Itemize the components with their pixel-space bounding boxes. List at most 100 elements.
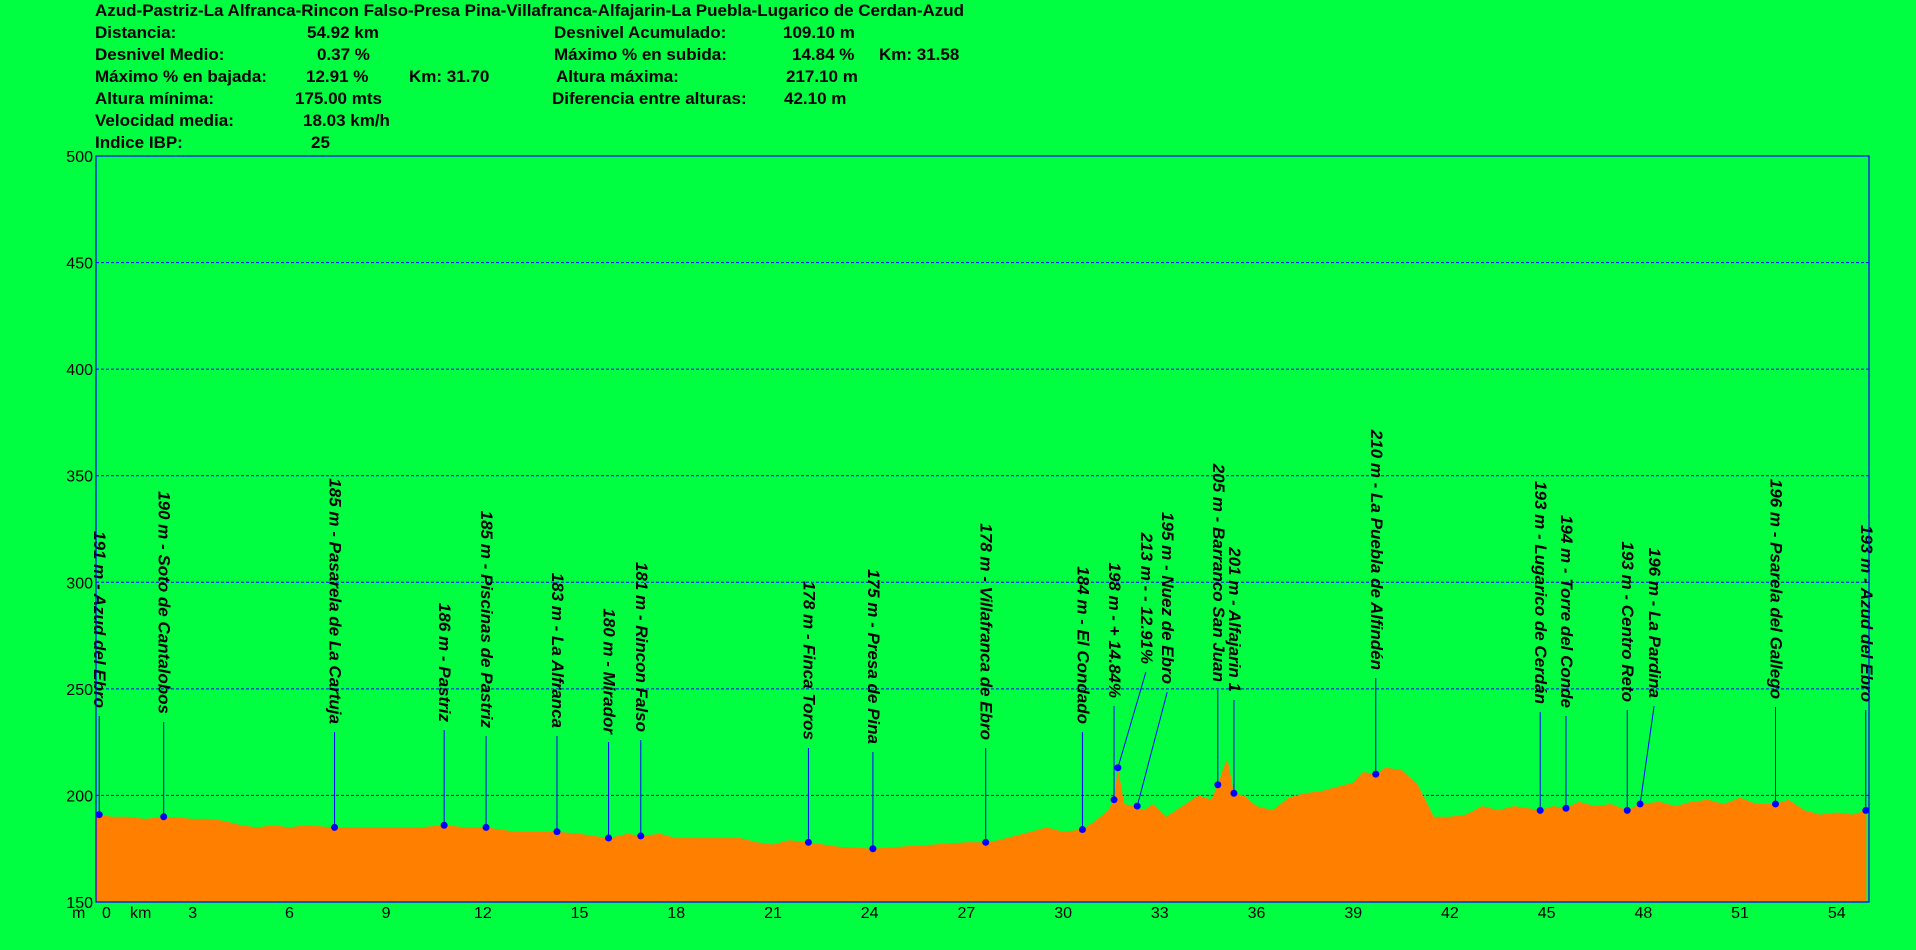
waypoint-marker xyxy=(1536,806,1544,814)
waypoint-label: 195 m - Nuez de Ebro xyxy=(1158,512,1177,684)
y-unit-label: m xyxy=(72,905,85,922)
max-subida-km: Km: 31.58 xyxy=(879,45,960,64)
waypoint-label: 194 m - Torre del Conde xyxy=(1557,515,1576,708)
waypoint-label: 196 m - La Pardina xyxy=(1645,548,1664,698)
x-tick-label: 51 xyxy=(1731,905,1749,922)
waypoint-marker xyxy=(637,832,645,840)
x-tick-label: 36 xyxy=(1248,905,1266,922)
waypoint-label: 205 m - Barranco San Juan xyxy=(1209,463,1228,682)
waypoint-marker xyxy=(1772,800,1780,808)
waypoint-marker xyxy=(1078,826,1086,834)
y-tick-label: 300 xyxy=(66,575,93,592)
waypoint-label: 193 m - Lugarico de Cerdán xyxy=(1531,481,1550,704)
x-tick-label: 54 xyxy=(1828,905,1846,922)
y-tick-label: 450 xyxy=(66,256,93,273)
altura-minima-value: 175.00 mts xyxy=(295,89,382,108)
waypoint-marker xyxy=(1230,789,1238,797)
desnivel-medio-value: 0.37 % xyxy=(317,45,370,64)
diferencia-label: Diferencia entre alturas: xyxy=(552,89,747,108)
waypoint-marker xyxy=(1372,770,1380,778)
waypoint-label: 175 m - Presa de Pina xyxy=(864,569,883,744)
y-axis-ticks: 150 200 250 300 350 400 450 500 xyxy=(66,149,93,912)
waypoint-marker xyxy=(331,823,339,831)
desnivel-acum-label: Desnivel Acumulado: xyxy=(554,23,727,42)
waypoint-marker xyxy=(553,828,561,836)
waypoint-label: 183 m - La Alfranca xyxy=(548,573,567,728)
x-tick-label: 6 xyxy=(285,905,294,922)
waypoint-label: 193 m - Azud del Ebro xyxy=(1857,525,1876,702)
waypoint-label: 210 m - La Puebla de Alfindén xyxy=(1367,429,1386,670)
waypoint-marker xyxy=(160,813,168,821)
waypoint-label: 185 m - Pasarela de La Cartuja xyxy=(326,478,345,724)
x-tick-label: 21 xyxy=(764,905,782,922)
waypoint-marker xyxy=(440,821,448,829)
altura-maxima-label: Altura máxima: xyxy=(556,67,679,86)
waypoint-marker xyxy=(1636,800,1644,808)
waypoint-label: 180 m - Mirador xyxy=(600,608,619,735)
x-tick-label: 24 xyxy=(861,905,879,922)
waypoint-marker xyxy=(1214,781,1222,789)
waypoint-leader xyxy=(1136,691,1168,807)
x-tick-label: 9 xyxy=(382,905,391,922)
x-tick-label: 39 xyxy=(1344,905,1362,922)
x-tick-label: 42 xyxy=(1441,905,1459,922)
waypoint-leader xyxy=(1117,671,1147,768)
plot-frame xyxy=(95,155,1870,903)
waypoint-label: 181 m - Rincon Falso xyxy=(632,562,651,732)
waypoint-label: 191 m - Azud del Ebro xyxy=(90,531,109,708)
waypoint-marker xyxy=(1133,802,1141,810)
x-tick-label: 18 xyxy=(667,905,685,922)
x-tick-label: 15 xyxy=(571,905,589,922)
y-tick-label: 500 xyxy=(66,149,93,166)
waypoints: 191 m - Azud del Ebro 190 m - Soto de Can… xyxy=(90,429,1876,853)
velocidad-value: 18.03 km/h xyxy=(303,111,390,130)
distancia-label: Distancia: xyxy=(95,23,177,42)
x-tick-label: 3 xyxy=(188,905,197,922)
chart-title: Azud-Pastriz-La Alfranca-Rincon Falso-Pr… xyxy=(95,1,965,20)
max-subida-label: Máximo % en subida: xyxy=(554,45,727,64)
altura-maxima-value: 217.10 m xyxy=(786,67,858,86)
ibp-value: 25 xyxy=(311,133,330,152)
x-axis-ticks: 0 3 6 9 12 15 18 21 24 27 30 33 36 39 42 45 48 51 54 xyxy=(102,905,1846,922)
x-tick-label: 12 xyxy=(474,905,492,922)
waypoint-marker xyxy=(1114,764,1122,772)
waypoint-label: 201 m - Alfajarin 1 xyxy=(1225,546,1244,692)
waypoint-label: 178 m - Finca Toros xyxy=(799,581,818,740)
x-tick-label: 48 xyxy=(1634,905,1652,922)
desnivel-medio-label: Desnivel Medio: xyxy=(95,45,225,64)
x-unit-label: km xyxy=(130,905,151,922)
distancia-value: 54.92 km xyxy=(307,23,379,42)
waypoint-label: 184 m - El Condado xyxy=(1073,566,1092,724)
waypoint-label: 186 m - Pastriz xyxy=(435,603,454,723)
y-tick-label: 400 xyxy=(66,362,93,379)
waypoint-label: 196 m - Psarela del Gallego xyxy=(1767,479,1786,699)
waypoint-marker xyxy=(605,834,613,842)
waypoint-marker xyxy=(982,838,990,846)
y-tick-label: 150 xyxy=(66,895,93,912)
x-tick-label: 27 xyxy=(957,905,975,922)
x-tick-label: 45 xyxy=(1538,905,1556,922)
waypoint-marker xyxy=(1562,804,1570,812)
x-tick-label: 0 xyxy=(102,905,111,922)
waypoint-label: 185 m - Piscinas de Pastriz xyxy=(477,511,496,729)
x-tick-label: 30 xyxy=(1054,905,1072,922)
max-bajada-value: 12.91 % xyxy=(306,67,369,86)
waypoint-marker xyxy=(869,845,877,853)
waypoint-label: 178 m - Villafranca de Ebro xyxy=(977,523,996,740)
grid-lines xyxy=(96,262,1869,796)
y-tick-label: 200 xyxy=(66,788,93,805)
diferencia-value: 42.10 m xyxy=(784,89,847,108)
velocidad-label: Velocidad media: xyxy=(95,111,234,130)
waypoint-label: 190 m - Soto de Cantalobos xyxy=(155,491,174,714)
waypoint-label: 198 m - + 14.84% xyxy=(1105,562,1124,698)
waypoint-marker xyxy=(1110,796,1118,804)
elevation-profile-area xyxy=(96,759,1867,902)
waypoint-marker xyxy=(1862,806,1870,814)
max-bajada-km: Km: 31.70 xyxy=(409,67,490,86)
waypoint-leader xyxy=(1639,705,1655,805)
max-bajada-label: Máximo % en bajada: xyxy=(95,67,267,86)
waypoint-marker xyxy=(1623,806,1631,814)
waypoint-marker xyxy=(804,838,812,846)
x-tick-label: 33 xyxy=(1151,905,1169,922)
